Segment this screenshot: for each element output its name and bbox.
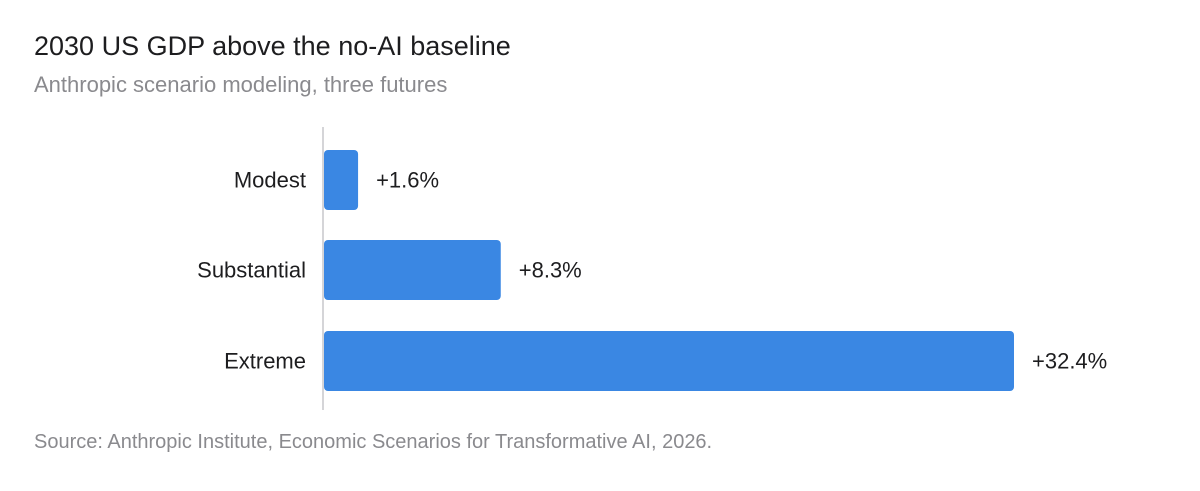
bar-extreme <box>324 331 1014 391</box>
chart-title: 2030 US GDP above the no-AI baseline <box>34 31 511 61</box>
bar-substantial <box>324 240 501 300</box>
value-label-substantial: +8.3% <box>519 258 582 283</box>
bars-group: Modest +1.6% Substantial +8.3% Extreme +32.4% <box>197 150 1107 391</box>
value-label-modest: +1.6% <box>376 168 439 193</box>
bar-modest <box>324 150 359 210</box>
category-label-modest: Modest <box>234 168 306 193</box>
category-label-extreme: Extreme <box>224 349 306 374</box>
category-label-substantial: Substantial <box>197 258 306 283</box>
value-label-extreme: +32.4% <box>1032 349 1107 374</box>
chart-source: Source: Anthropic Institute, Economic Sc… <box>34 431 713 453</box>
chart-subtitle: Anthropic scenario modeling, three futur… <box>34 72 448 97</box>
